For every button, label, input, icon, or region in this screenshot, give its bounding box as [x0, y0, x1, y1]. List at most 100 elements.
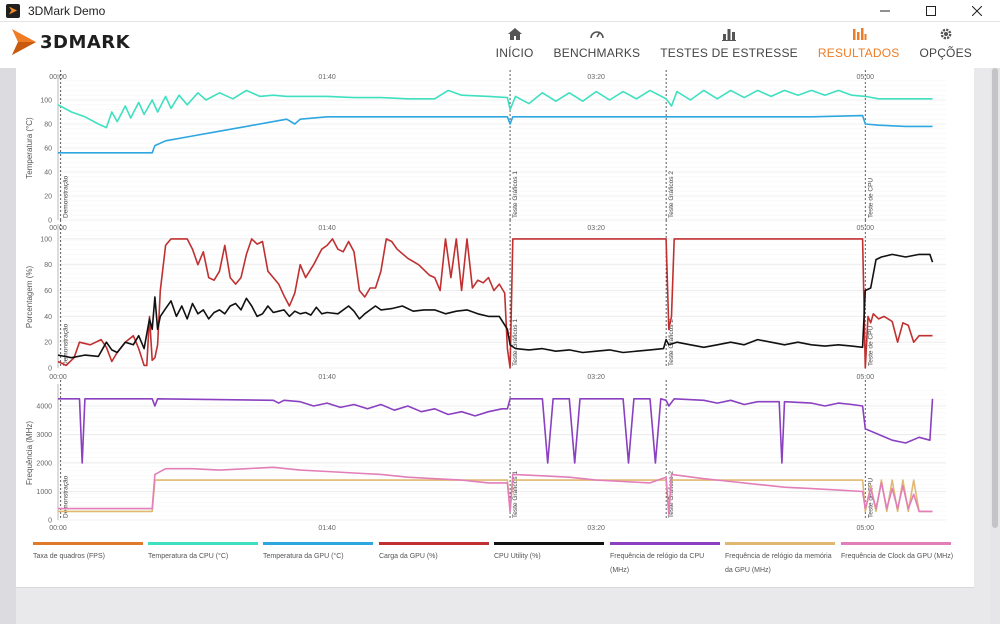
y-tick-label: 0 — [48, 518, 52, 525]
y-tick-label: 100 — [40, 98, 52, 105]
legend-label: Temperatura da GPU (°C) — [263, 553, 344, 560]
x-tick-label: 00:00 — [49, 374, 67, 381]
x-tick-label: 05:00 — [857, 525, 875, 532]
legend-swatch — [841, 542, 951, 545]
legend-label: Carga da GPU (%) — [379, 553, 438, 560]
series-line — [57, 89, 933, 129]
x-tick-label: 00:00 — [49, 525, 67, 532]
phase-marker-label: Teste Gráficos 2 — [668, 471, 675, 518]
window-controls — [862, 0, 1000, 22]
x-tick-label: 01:40 — [318, 374, 336, 381]
y-tick-label: 60 — [44, 288, 52, 295]
scrollbar-thumb[interactable] — [992, 68, 998, 528]
y-tick-label: 3000 — [36, 432, 52, 439]
nav-benchmarks[interactable]: BENCHMARKS — [544, 26, 651, 60]
window-titlebar: 3DMark Demo — [0, 0, 1000, 22]
series-line — [57, 238, 933, 369]
phase-marker-label: Demonstração — [63, 323, 70, 366]
phase-marker-label: Teste de CPU — [867, 478, 874, 518]
series-line — [58, 398, 934, 464]
y-tick-label: 0 — [48, 366, 52, 373]
bar-chart-icon — [722, 29, 737, 41]
app-header: 3DMARK INÍCIO BENCHMARKS TESTES DE ESTRE… — [0, 22, 1000, 68]
y-tick-label: 60 — [44, 146, 52, 153]
series-line — [58, 466, 933, 516]
legend-swatch — [33, 542, 143, 545]
x-tick-label: 01:40 — [318, 225, 336, 232]
monitoring-charts: 0 20 40 60 80 100 00:00 00:00 01:40 01:40 03:20 03:… — [25, 70, 946, 532]
nav-options[interactable]: OPÇÕES — [909, 26, 982, 60]
legend-label: Frequência de relógio da memória da GPU … — [725, 553, 832, 574]
x-tick-label: 05:00 — [857, 74, 875, 81]
close-icon[interactable] — [954, 0, 1000, 22]
y-tick-label: 40 — [44, 170, 52, 177]
phase-marker-label: Teste Gráficos 2 — [668, 319, 675, 366]
series-line — [57, 253, 934, 359]
y-tick-label: 80 — [44, 262, 52, 269]
phase-marker-label: Demonstração — [63, 475, 70, 518]
minimize-icon[interactable] — [862, 0, 908, 22]
legend-swatch — [379, 542, 489, 545]
home-icon — [507, 28, 522, 40]
legend-swatch — [725, 542, 835, 545]
nav-home[interactable]: INÍCIO — [486, 26, 544, 60]
legend-item: Frequência de Clock da GPU (MHz) — [841, 542, 955, 564]
legend-label: Taxa de quadros (FPS) — [33, 553, 105, 560]
logo-mark-icon — [12, 29, 36, 55]
nav-label: INÍCIO — [495, 46, 534, 60]
x-tick-label: 00:00 — [49, 74, 67, 81]
nav-stress-tests[interactable]: TESTES DE ESTRESSE — [650, 26, 808, 60]
y-tick-label: 80 — [44, 122, 52, 129]
x-tick-label: 03:20 — [587, 525, 605, 532]
x-tick-label: 05:00 — [857, 374, 875, 381]
legend-item: Frequência de relógio da CPU (MHz) — [610, 542, 724, 578]
logo[interactable]: 3DMARK — [10, 27, 130, 57]
y-tick-label: 40 — [44, 314, 52, 321]
y-tick-label: 0 — [48, 218, 52, 225]
phase-marker-label: Teste Gráficos 1 — [512, 319, 519, 366]
y-axis-label: Temperatura (°C) — [25, 117, 34, 179]
legend-item: Temperatura da GPU (°C) — [263, 542, 377, 564]
app-icon — [6, 3, 20, 18]
y-axis-label: Frequência (MHz) — [25, 421, 34, 485]
legend-swatch — [263, 542, 373, 545]
nav-results[interactable]: RESULTADOS — [808, 26, 910, 60]
y-tick-label: 20 — [44, 194, 52, 201]
phase-marker-label: Teste Gráficos 1 — [512, 171, 519, 218]
nav-label: RESULTADOS — [817, 46, 900, 60]
nav-label: TESTES DE ESTRESSE — [660, 46, 798, 60]
y-tick-label: 4000 — [36, 403, 52, 410]
x-tick-label: 03:20 — [587, 225, 605, 232]
x-tick-label: 03:20 — [587, 74, 605, 81]
y-tick-label: 100 — [40, 236, 52, 243]
results-icon — [852, 28, 867, 40]
series-line — [58, 114, 933, 154]
phase-marker-label: Demonstração — [63, 175, 70, 218]
y-tick-label: 1000 — [36, 489, 52, 496]
phase-marker-label: Teste Gráficos 2 — [668, 171, 675, 218]
logo-text: 3DMARK — [40, 31, 131, 53]
legend-label: Frequência de relógio da CPU (MHz) — [610, 553, 705, 574]
x-tick-label: 03:20 — [587, 374, 605, 381]
phase-marker-label: Teste de CPU — [867, 178, 874, 218]
nav-label: BENCHMARKS — [553, 46, 641, 60]
phase-marker-label: Teste de CPU — [867, 326, 874, 366]
legend-item: Taxa de quadros (FPS) — [33, 542, 147, 564]
results-panel: 0 20 40 60 80 100 00:00 00:00 01:40 01:40 03:20 03:… — [16, 68, 974, 588]
legend-item: Temperatura da CPU (°C) — [148, 542, 262, 564]
nav-label: OPÇÕES — [919, 46, 972, 60]
main-nav: INÍCIO BENCHMARKS TESTES DE ESTRESSE RES… — [486, 26, 982, 60]
y-tick-label: 20 — [44, 340, 52, 347]
legend-swatch — [148, 542, 258, 545]
background-left — [0, 68, 16, 624]
chart-legend: Taxa de quadros (FPS) Temperatura da CPU… — [33, 542, 957, 582]
maximize-icon[interactable] — [908, 0, 954, 22]
x-tick-label: 01:40 — [318, 74, 336, 81]
gear-icon — [940, 28, 952, 40]
legend-item: Carga da GPU (%) — [379, 542, 493, 564]
legend-label: Frequência de Clock da GPU (MHz) — [841, 553, 954, 560]
y-axis-label: Porcentagem (%) — [25, 266, 34, 329]
speedometer-icon — [590, 31, 604, 39]
legend-swatch — [610, 542, 720, 545]
legend-swatch — [494, 542, 604, 545]
